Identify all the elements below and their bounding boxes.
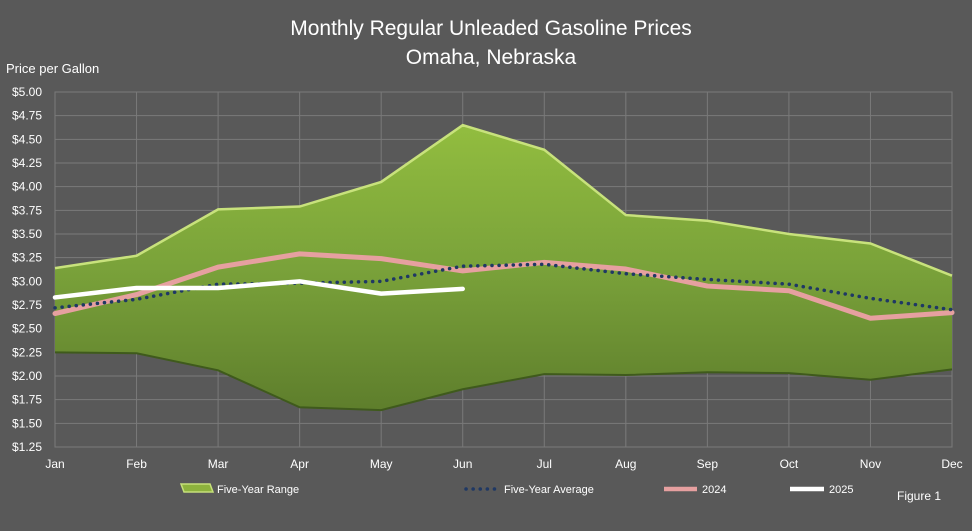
x-tick-label: Mar	[208, 457, 229, 471]
y-tick-label: $2.75	[12, 298, 42, 312]
y-tick-label: $2.00	[12, 369, 42, 383]
x-tick-label: May	[370, 457, 393, 471]
x-tick-label: Jan	[45, 457, 64, 471]
legend-item-five-year-range: Five-Year Range	[179, 483, 299, 496]
x-tick-label: Aug	[615, 457, 636, 471]
x-tick-label: Sep	[697, 457, 719, 471]
chart-subtitle: Omaha, Nebraska	[406, 46, 577, 69]
y-tick-label: $4.75	[12, 109, 42, 123]
y-tick-label: $3.50	[12, 227, 42, 241]
y-tick-label: $3.75	[12, 203, 42, 217]
legend-item-2024: 2024	[664, 484, 726, 496]
x-tick-label: Nov	[860, 457, 881, 471]
legend-item-2025: 2025	[790, 484, 853, 496]
range-low-edge	[54, 351, 953, 412]
legend: Five-Year Range Five-Year Average 2024 2…	[179, 483, 853, 496]
legend-label-2024: 2024	[702, 484, 726, 496]
y-tick-label: $4.50	[12, 132, 42, 146]
legend-label-2025: 2025	[829, 484, 853, 496]
legend-label-five-year-average: Five-Year Average	[504, 484, 594, 496]
series-lines	[52, 251, 955, 321]
y-tick-label: $5.00	[12, 85, 42, 99]
y-tick-label: $3.00	[12, 274, 42, 288]
y-tick-label: $4.00	[12, 180, 42, 194]
y-tick-label: $1.25	[12, 440, 42, 454]
legend-item-five-year-average: Five-Year Average	[464, 484, 594, 496]
y-tick-label: $3.25	[12, 251, 42, 265]
x-tick-label: Oct	[780, 457, 799, 471]
y-tick-label: $1.50	[12, 416, 42, 430]
y-tick-label: $1.75	[12, 393, 42, 407]
figure-label: Figure 1	[897, 489, 941, 503]
series-line-five-year-average	[53, 262, 954, 312]
y-tick-label: $2.25	[12, 345, 42, 359]
y-axis-label: Price per Gallon	[6, 61, 99, 76]
x-tick-label: Feb	[126, 457, 147, 471]
x-tick-label: Jul	[537, 457, 552, 471]
x-tick-label: Apr	[290, 457, 309, 471]
legend-swatch-five-year-range	[179, 483, 215, 493]
legend-label-five-year-range: Five-Year Range	[217, 484, 299, 496]
y-tick-label: $2.50	[12, 322, 42, 336]
range-high-edge	[54, 123, 953, 277]
series-line-2025	[52, 279, 465, 300]
x-tick-label: Jun	[453, 457, 472, 471]
x-tick-label: Dec	[941, 457, 962, 471]
x-axis-ticks: Jan Feb Mar Apr May Jun Jul Aug Sep Oct Nov Dec	[45, 457, 962, 471]
chart-title: Monthly Regular Unleaded Gasoline Prices	[290, 17, 692, 40]
y-axis-ticks: $1.25 $1.50 $1.75 $2.00 $2.25 $2.50 $2.75 $3.00…	[12, 85, 42, 454]
y-tick-label: $4.25	[12, 156, 42, 170]
series-line-2024	[52, 251, 955, 321]
